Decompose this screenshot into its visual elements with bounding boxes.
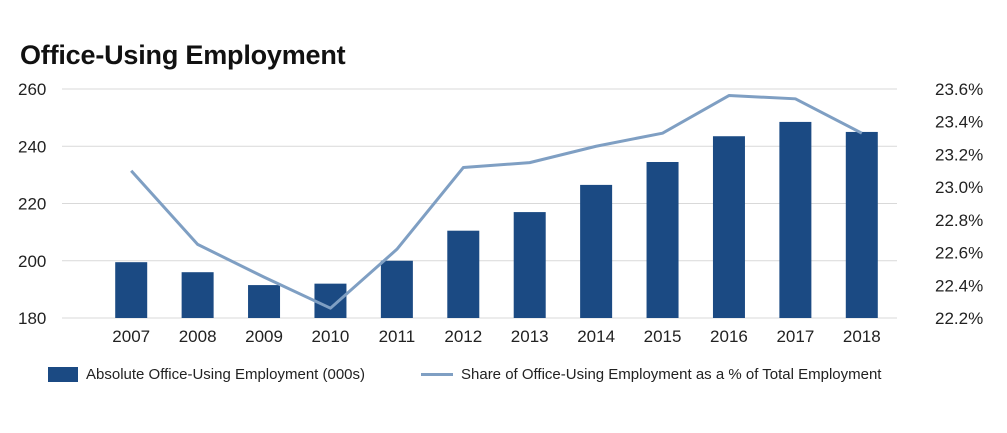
bar	[447, 230, 480, 318]
y-right-tick-label: 23.6%	[935, 80, 983, 99]
y-left-tick-label: 220	[18, 195, 46, 214]
x-tick-label: 2013	[511, 327, 549, 346]
y-right-tick-label: 22.6%	[935, 244, 983, 263]
bar	[314, 283, 347, 318]
x-tick-label: 2018	[843, 327, 881, 346]
bar	[580, 184, 613, 318]
x-tick-label: 2014	[577, 327, 615, 346]
series-line	[130, 94, 863, 310]
y-right-tick-label: 22.8%	[935, 211, 983, 230]
y-right-tick-label: 23.2%	[935, 145, 983, 164]
legend-label-bars: Absolute Office-Using Employment (000s)	[86, 366, 366, 383]
y-left-tick-label: 260	[18, 80, 46, 99]
chart-title: Office-Using Employment	[20, 40, 346, 70]
y-right-tick-label: 23.0%	[935, 178, 983, 197]
x-tick-label: 2017	[776, 327, 814, 346]
x-tick-label: 2008	[179, 327, 217, 346]
legend-label-line: Share of Office-Using Employment as a % …	[461, 366, 882, 383]
x-tick-label: 2010	[312, 327, 350, 346]
legend-bar-swatch	[48, 367, 78, 382]
bar	[380, 260, 413, 318]
bar	[248, 285, 281, 318]
x-tick-label: 2015	[644, 327, 682, 346]
y-right-tick-label: 22.4%	[935, 276, 983, 295]
x-tick-label: 2016	[710, 327, 748, 346]
bar	[712, 136, 745, 318]
bar	[181, 272, 214, 318]
y-right-tick-label: 22.2%	[935, 309, 983, 328]
legend-line-swatch	[421, 373, 453, 376]
bar	[115, 262, 148, 318]
x-tick-label: 2011	[379, 327, 416, 346]
legend-item-bars: Absolute Office-Using Employment (000s)	[48, 366, 365, 383]
y-right-tick-label: 23.4%	[935, 113, 983, 132]
x-tick-label: 2007	[112, 327, 150, 346]
legend-item-line: Share of Office-Using Employment as a % …	[421, 366, 881, 383]
bar	[779, 121, 812, 318]
bar	[646, 161, 679, 318]
bar	[845, 131, 878, 318]
x-tick-label: 2012	[444, 327, 482, 346]
bar	[513, 212, 546, 318]
y-left-tick-label: 200	[18, 252, 46, 271]
x-tick-label: 2009	[245, 327, 283, 346]
y-left-tick-label: 180	[18, 309, 46, 328]
y-left-tick-label: 240	[18, 137, 46, 156]
